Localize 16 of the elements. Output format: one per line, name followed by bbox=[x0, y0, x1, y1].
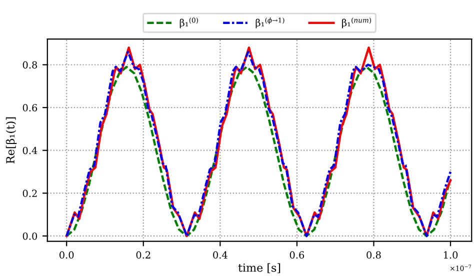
y-tick-label: 0.0 bbox=[22, 232, 38, 240]
y-tick-label: 0.6 bbox=[22, 104, 38, 112]
x-tick-label: 1.0 bbox=[444, 251, 458, 259]
y-tick-label: 0.2 bbox=[22, 190, 37, 198]
legend-label: β₁$^{(num)}$ bbox=[342, 17, 372, 28]
x-axis-title: time [s] bbox=[238, 263, 280, 274]
x-tick-label: 0.4 bbox=[213, 251, 228, 259]
x-tick-label: 0.8 bbox=[366, 251, 381, 259]
x-tick-label: 0.6 bbox=[290, 251, 304, 259]
legend-label: β₁$^{(ϕ→1)}$ bbox=[256, 17, 284, 28]
y-tick-label: 0.8 bbox=[22, 61, 38, 69]
x-tick-label: 0.0 bbox=[60, 251, 74, 259]
x-tick-label: 0.2 bbox=[136, 251, 150, 259]
y-tick-label: 0.4 bbox=[22, 146, 38, 154]
legend-label: β₁$^{(0)}$ bbox=[180, 17, 198, 28]
y-axis-title: Re[β₁(t)] bbox=[6, 117, 17, 164]
